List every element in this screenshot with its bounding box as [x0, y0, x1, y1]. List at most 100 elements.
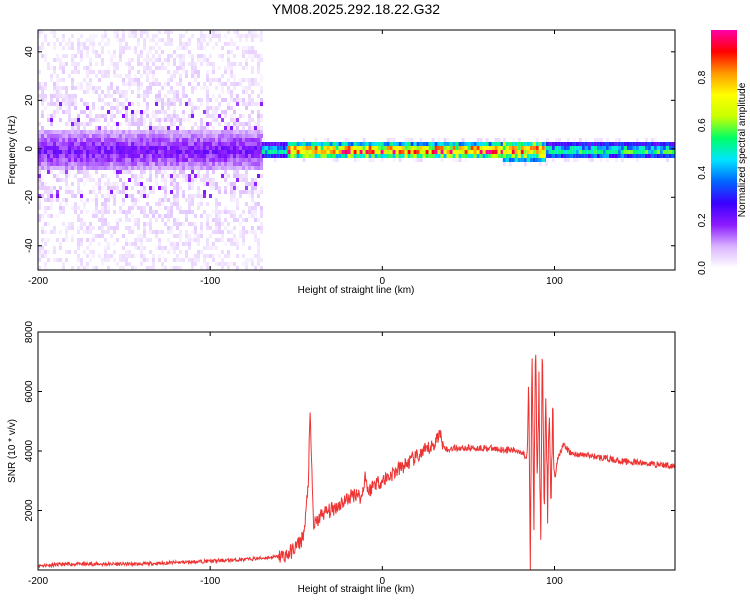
heatmap-cell: [239, 222, 242, 226]
heatmap-cell: [131, 110, 134, 114]
heatmap-cell: [200, 214, 203, 218]
heatmap-cell: [257, 134, 260, 138]
heatmap-cell: [650, 138, 654, 142]
heatmap-cell: [437, 154, 441, 158]
heatmap-cell: [473, 150, 477, 154]
heatmap-cell: [143, 210, 146, 214]
heatmap-cell: [314, 138, 318, 142]
heatmap-cell: [56, 158, 59, 162]
heatmap-cell: [101, 114, 104, 118]
heatmap-cell: [197, 194, 200, 198]
heatmap-cell: [335, 150, 339, 154]
heatmap-cell: [251, 146, 254, 150]
heatmap-cell: [137, 82, 140, 86]
heatmap-cell: [119, 134, 122, 138]
heatmap-cell: [638, 146, 642, 150]
heatmap-cell: [152, 142, 155, 146]
heatmap-cell: [227, 162, 230, 166]
heatmap-cell: [167, 78, 170, 82]
heatmap-cell: [113, 170, 116, 174]
heatmap-cell: [377, 154, 381, 158]
heatmap-cell: [146, 66, 149, 70]
heatmap-cell: [134, 34, 137, 38]
heatmap-cell: [218, 102, 221, 106]
heatmap-cell: [188, 238, 191, 242]
heatmap-cell: [65, 178, 68, 182]
heatmap-cell: [56, 78, 59, 82]
heatmap-cell: [155, 118, 158, 122]
heatmap-cell: [128, 122, 131, 126]
heatmap-cell: [287, 154, 291, 158]
heatmap-cell: [236, 202, 239, 206]
heatmap-cell: [122, 186, 125, 190]
heatmap-cell: [239, 162, 242, 166]
heatmap-cell: [113, 182, 116, 186]
heatmap-cell: [185, 150, 188, 154]
heatmap-cell: [233, 166, 236, 170]
heatmap-cell: [245, 46, 248, 50]
heatmap-cell: [344, 146, 348, 150]
heatmap-cell: [257, 226, 260, 230]
heatmap-cell: [119, 150, 122, 154]
heatmap-cell: [261, 146, 265, 150]
heatmap-cell: [149, 226, 152, 230]
heatmap-cell: [89, 122, 92, 126]
heatmap-cell: [557, 150, 561, 154]
heatmap-cell: [191, 74, 194, 78]
heatmap-cell: [101, 150, 104, 154]
heatmap-cell: [526, 154, 530, 158]
heatmap-cell: [137, 162, 140, 166]
heatmap-cell: [131, 30, 134, 34]
heatmap-cell: [389, 146, 393, 150]
heatmap-cell: [59, 102, 62, 106]
heatmap-cell: [149, 170, 152, 174]
heatmap-cell: [251, 58, 254, 62]
heatmap-cell: [206, 266, 209, 270]
heatmap-cell: [179, 130, 182, 134]
heatmap-cell: [143, 186, 146, 190]
heatmap-cell: [71, 102, 74, 106]
heatmap-cell: [227, 174, 230, 178]
heatmap-cell: [596, 154, 600, 158]
heatmap-cell: [53, 138, 56, 142]
heatmap-cell: [224, 162, 227, 166]
heatmap-cell: [62, 70, 65, 74]
heatmap-cell: [191, 178, 194, 182]
heatmap-cell: [185, 30, 188, 34]
heatmap-cell: [128, 250, 131, 254]
heatmap-cell: [203, 178, 206, 182]
heatmap-cell: [56, 150, 59, 154]
heatmap-cell: [203, 54, 206, 58]
heatmap-cell: [236, 186, 239, 190]
heatmap-cell: [233, 194, 236, 198]
heatmap-cell: [276, 146, 280, 150]
heatmap-cell: [74, 126, 77, 130]
heatmap-cell: [146, 214, 149, 218]
heatmap-cell: [53, 110, 56, 114]
heatmap-cell: [83, 162, 86, 166]
heatmap-cell: [155, 158, 158, 162]
heatmap-cell: [101, 222, 104, 226]
heatmap-cell: [113, 162, 116, 166]
heatmap-cell: [221, 82, 224, 86]
heatmap-cell: [116, 130, 119, 134]
heatmap-cell: [517, 146, 521, 150]
heatmap-cell: [476, 154, 480, 158]
heatmap-cell: [50, 66, 53, 70]
heatmap-cell: [182, 130, 185, 134]
heatmap-cell: [317, 150, 321, 154]
heatmap-cell: [146, 58, 149, 62]
heatmap-cell: [107, 246, 110, 250]
heatmap-cell: [176, 198, 179, 202]
heatmap-cell: [59, 154, 62, 158]
heatmap-cell: [260, 206, 263, 210]
heatmap-cell: [161, 186, 164, 190]
heatmap-cell: [176, 222, 179, 226]
heatmap-cell: [56, 94, 59, 98]
heatmap-cell: [221, 118, 224, 122]
heatmap-cell: [173, 62, 176, 66]
heatmap-cell: [362, 154, 366, 158]
heatmap-cell: [653, 150, 657, 154]
heatmap-cell: [173, 178, 176, 182]
tick-label: -40: [24, 238, 35, 253]
